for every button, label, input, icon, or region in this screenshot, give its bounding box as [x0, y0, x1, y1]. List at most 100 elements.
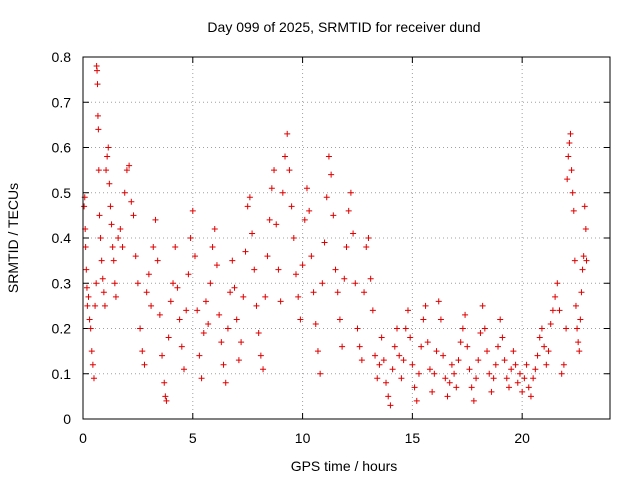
- data-point: [211, 225, 218, 232]
- data-point: [94, 81, 101, 88]
- data-point: [503, 375, 510, 382]
- data-point: [391, 343, 398, 350]
- data-point: [244, 203, 251, 210]
- data-point: [341, 275, 348, 282]
- data-point: [310, 289, 317, 296]
- data-point: [112, 293, 119, 300]
- data-point: [191, 253, 198, 260]
- data-point: [139, 348, 146, 355]
- data-point: [85, 293, 92, 300]
- data-point: [235, 357, 242, 364]
- data-point: [101, 302, 108, 309]
- data-point: [492, 361, 499, 368]
- data-point: [154, 257, 161, 264]
- data-point: [218, 339, 225, 346]
- x-tick-label: 15: [405, 430, 421, 446]
- data-point: [132, 253, 139, 260]
- data-point: [110, 257, 117, 264]
- data-point: [543, 361, 550, 368]
- data-point: [350, 230, 357, 237]
- data-point: [330, 212, 337, 219]
- data-point: [411, 384, 418, 391]
- data-point: [580, 253, 587, 260]
- data-point: [143, 289, 150, 296]
- data-point: [564, 176, 571, 183]
- data-point: [106, 180, 113, 187]
- data-point: [314, 348, 321, 355]
- data-point: [512, 361, 519, 368]
- data-point: [99, 275, 106, 282]
- data-point: [209, 244, 216, 251]
- data-point: [380, 357, 387, 364]
- data-point: [431, 370, 438, 377]
- data-point: [545, 348, 552, 355]
- data-point: [574, 325, 581, 332]
- data-point: [422, 302, 429, 309]
- data-point: [216, 311, 223, 318]
- data-point: [111, 280, 118, 287]
- data-point: [343, 244, 350, 251]
- data-point: [523, 361, 530, 368]
- grid: [83, 57, 610, 419]
- y-tick-label: 0: [63, 411, 71, 427]
- data-point: [275, 266, 282, 273]
- data-point: [354, 325, 361, 332]
- data-point: [339, 343, 346, 350]
- data-point: [435, 298, 442, 305]
- data-point: [446, 379, 453, 386]
- data-point: [332, 266, 339, 273]
- data-point: [227, 289, 234, 296]
- data-point: [407, 334, 414, 341]
- x-tick-label: 0: [79, 430, 87, 446]
- data-point: [516, 370, 523, 377]
- data-point: [385, 393, 392, 400]
- data-point: [262, 293, 269, 300]
- axis-ticks: [82, 56, 610, 420]
- data-point: [317, 370, 324, 377]
- data-point: [437, 316, 444, 323]
- data-point: [251, 266, 258, 273]
- data-point: [266, 216, 273, 223]
- data-point: [279, 189, 286, 196]
- data-point: [231, 284, 238, 291]
- data-point: [92, 302, 99, 309]
- data-point: [352, 280, 359, 287]
- data-point: [187, 235, 194, 241]
- data-point: [510, 348, 517, 355]
- data-point: [105, 144, 112, 151]
- data-point: [475, 357, 482, 364]
- data-point: [109, 244, 116, 251]
- data-point: [145, 271, 152, 278]
- data-point: [418, 343, 425, 350]
- data-point: [196, 352, 203, 359]
- data-point: [563, 325, 570, 332]
- data-point: [89, 361, 96, 368]
- data-point: [242, 248, 249, 255]
- data-point: [156, 311, 163, 318]
- data-point: [534, 352, 541, 359]
- y-tick-label: 0.3: [52, 275, 72, 291]
- data-point: [549, 307, 556, 314]
- data-point: [288, 203, 295, 210]
- data-point: [347, 189, 354, 196]
- data-point: [115, 235, 122, 241]
- data-point: [426, 366, 433, 373]
- y-tick-label: 0.6: [52, 140, 72, 156]
- data-point: [499, 334, 506, 341]
- data-point: [572, 302, 579, 309]
- data-point: [462, 311, 469, 318]
- data-point: [176, 316, 183, 323]
- data-point: [301, 216, 308, 223]
- data-point: [108, 221, 115, 228]
- data-point: [505, 384, 512, 391]
- data-point: [581, 203, 588, 210]
- data-point: [415, 370, 422, 377]
- data-point: [582, 225, 589, 232]
- chart-title: Day 099 of 2025, SRMTID for receiver dun…: [207, 19, 480, 35]
- data-point: [299, 262, 306, 269]
- data-point: [95, 167, 102, 174]
- data-point: [297, 316, 304, 323]
- data-point: [578, 289, 585, 296]
- data-point: [448, 361, 455, 368]
- data-point: [271, 167, 278, 174]
